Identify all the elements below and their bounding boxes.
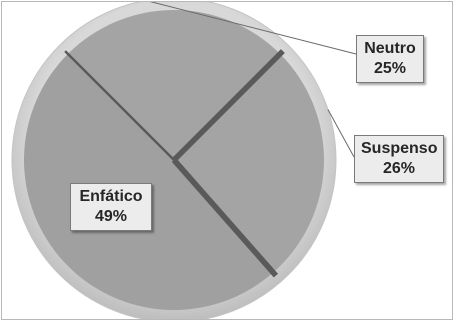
pie-slice-suspenso xyxy=(174,53,325,273)
pie-slice-enfatico xyxy=(23,53,274,311)
leader-line xyxy=(149,2,357,55)
slice-separator xyxy=(64,50,175,161)
pie-slice-neutro xyxy=(67,10,281,160)
chart-frame: Neutro 25% Suspenso 26% Enfático 49% xyxy=(1,1,453,320)
slice-separator xyxy=(172,49,285,162)
leader-lines xyxy=(149,2,357,158)
pie-chart xyxy=(11,2,357,319)
slice-separators xyxy=(64,49,285,278)
slice-label-enfatico: Enfático 49% xyxy=(70,183,152,231)
slice-label-name: Neutro xyxy=(364,40,416,57)
slice-label-name: Suspenso xyxy=(361,140,438,157)
pie-slices xyxy=(23,10,325,311)
slice-label-suspenso: Suspenso 26% xyxy=(354,135,444,183)
slice-label-neutro: Neutro 25% xyxy=(356,35,424,83)
slice-label-value: 26% xyxy=(382,160,416,177)
slice-label-value: 49% xyxy=(94,208,128,225)
slice-label-value: 25% xyxy=(373,60,407,77)
leader-line xyxy=(327,109,355,158)
slice-label-name: Enfático xyxy=(79,188,143,205)
slice-separator xyxy=(171,158,278,278)
